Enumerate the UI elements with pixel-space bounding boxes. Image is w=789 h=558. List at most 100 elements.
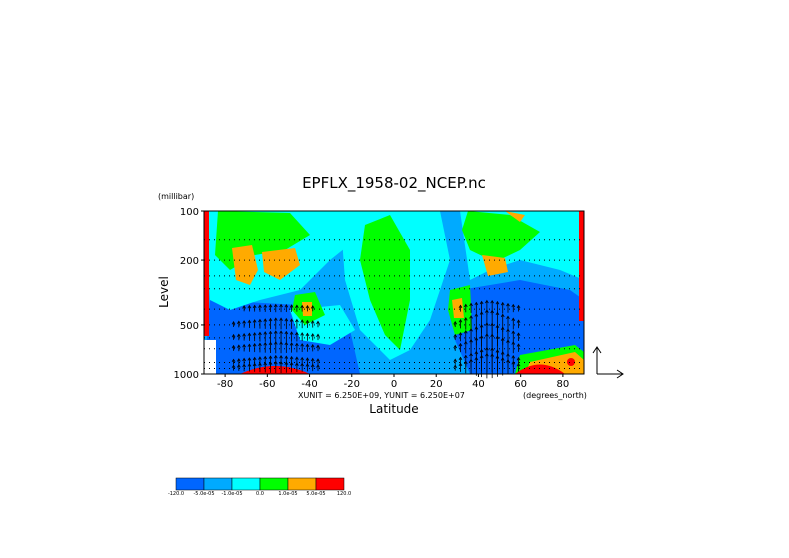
colorbar-label: 120.0 [337,491,351,497]
flux-arrow-head [295,356,299,360]
missing-data [204,340,216,374]
colorbar-swatch [175,477,205,491]
flux-arrow-head [316,333,320,338]
flux-arrow-head [453,358,458,363]
y-ticks: 100 200 500 1000 [174,207,204,381]
colorbar-swatch [287,477,317,491]
flux-arrow-head [279,341,283,345]
flux-arrow-head [511,317,516,321]
flux-arrow-head [252,362,257,367]
flux-arrow-head [506,339,510,343]
colorbar-swatch [203,477,233,491]
flux-arrow-head [485,299,489,304]
x-tick-label: 0 [391,379,397,390]
flux-arrow-head [485,309,489,313]
colorbar: -120.0 -5.0e-05 -1.0e-05 0.0 1.0e-05 5.0e-05 1… [168,477,351,497]
flux-arrow-head [316,344,320,348]
flux-arrow-head [479,300,484,305]
flux-arrow-head [305,319,310,324]
flux-arrow-head [500,326,505,330]
flux-arrow-head [305,343,310,348]
flux-arrow-head [516,332,521,336]
flux-arrow-head [495,300,500,305]
vector-units-note: XUNIT = 6.250E+09, YUNIT = 6.250E+07 [298,391,465,400]
flux-arrow-head [236,320,241,325]
flux-arrow-head [268,341,273,346]
colorbar-label: -5.0e-05 [194,491,215,497]
flux-arrow-head [506,315,510,320]
flux-arrow-head [295,318,299,323]
flux-arrow-head [289,318,294,322]
flux-arrow-head [289,361,294,366]
flux-arrow-head [495,349,500,353]
flux-arrow-head [305,357,310,361]
x-tick-label: -80 [217,379,233,390]
flux-arrow-head [516,304,521,309]
flux-arrow-head [279,360,283,365]
flux-arrow-head [463,303,468,308]
y-unit-label: (millibar) [158,192,194,201]
flux-arrow-head [310,333,315,337]
flux-arrow-head [463,330,468,334]
flux-arrow-head [242,343,246,348]
flux-arrow-head [258,331,262,336]
flux-arrow-head [284,341,289,346]
level-dot-lines [204,210,584,369]
flux-arrow-head [231,333,236,338]
flux-arrow-head [236,333,241,337]
flux-arrow-head [258,356,262,360]
flux-arrow-head [479,324,484,328]
flux-arrow-head [247,343,252,347]
x-tick-label: -20 [344,379,360,390]
flux-arrow-head [495,335,500,339]
plot-area: -80 -60 -40 -20 0 20 40 60 80 100 200 500 1000 [174,207,585,390]
flux-arrow-head [279,303,283,308]
flux-arrow-head [474,350,479,355]
flux-arrow-head [310,305,315,309]
colorbar-label: 0.0 [256,491,264,497]
flux-arrow-head [485,322,489,326]
region-green-equator [360,215,410,350]
flux-arrow-head [474,356,479,361]
x-unit-label: (degrees_north) [523,391,587,400]
flux-arrow-head [469,358,473,363]
colorbar-swatch [259,477,289,491]
flux-arrow-head [316,358,320,362]
flux-arrow-head [474,301,479,306]
flux-arrow-head [268,355,273,359]
flux-arrow-head [511,341,516,345]
colorbar-swatch [231,477,261,491]
flux-arrow-head [258,362,262,366]
flux-arrow-head [273,360,278,365]
y-tick-label: 200 [180,256,199,267]
flux-arrow-head [231,344,236,349]
flux-arrow-head [500,313,505,318]
flux-arrow-head [453,344,458,349]
flux-arrow-head [490,353,495,357]
flux-arrow-head [263,318,268,322]
region-orange-mid [452,298,464,318]
chart-title: EPFLX_1958-02_NCEP.nc [302,174,486,193]
flux-arrow-head [511,361,516,365]
flux-arrow-head [252,332,257,336]
flux-arrow-head [469,328,473,332]
flux-arrow-head [469,338,473,343]
flux-arrow-head [300,356,305,361]
flux-arrow-head [500,337,505,341]
region-red-edge-south [204,211,209,336]
flux-arrow-head [485,333,489,337]
flux-vectors [231,299,521,379]
flux-arrow-head [463,354,468,359]
flux-arrow-head [289,331,294,335]
flux-arrow-head [247,357,252,361]
region-orange-mid-south [302,302,312,316]
colorbar-label: 5.0e-05 [306,491,325,497]
flux-arrow-head [516,343,521,347]
flux-arrow-head [273,330,278,334]
flux-arrow-head [511,355,516,359]
flux-arrow-head [300,304,305,309]
x-tick-label: 20 [430,379,443,390]
x-ticks: -80 -60 -40 -20 0 20 40 60 80 [217,374,569,390]
flux-arrow-head [310,344,315,348]
flux-arrow-head [247,363,252,367]
